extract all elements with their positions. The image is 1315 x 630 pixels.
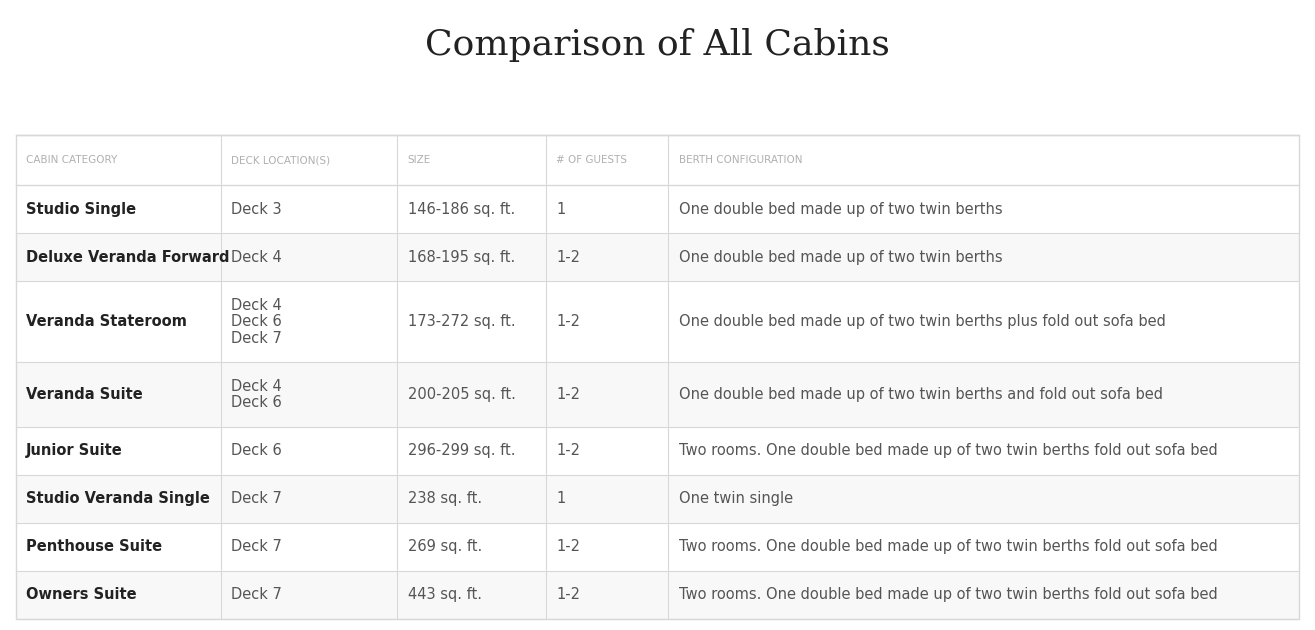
Text: 1-2: 1-2 xyxy=(556,587,580,602)
Text: BERTH CONFIGURATION: BERTH CONFIGURATION xyxy=(679,156,802,165)
Text: Deck 4: Deck 4 xyxy=(231,298,283,313)
Text: Deck 4: Deck 4 xyxy=(231,249,283,265)
Text: One double bed made up of two twin berths plus fold out sofa bed: One double bed made up of two twin berth… xyxy=(679,314,1165,329)
Text: Veranda Suite: Veranda Suite xyxy=(26,387,143,402)
Text: Deck 7: Deck 7 xyxy=(231,587,283,602)
Text: 1-2: 1-2 xyxy=(556,387,580,402)
Text: 146-186 sq. ft.: 146-186 sq. ft. xyxy=(408,202,515,217)
Text: Comparison of All Cabins: Comparison of All Cabins xyxy=(425,28,890,62)
Text: 238 sq. ft.: 238 sq. ft. xyxy=(408,491,481,506)
Text: 269 sq. ft.: 269 sq. ft. xyxy=(408,539,481,554)
Text: Studio Single: Studio Single xyxy=(26,202,137,217)
Text: Deck 6: Deck 6 xyxy=(231,443,283,458)
Text: Veranda Stateroom: Veranda Stateroom xyxy=(26,314,187,329)
Text: CABIN CATEGORY: CABIN CATEGORY xyxy=(26,156,117,165)
Text: One double bed made up of two twin berths and fold out sofa bed: One double bed made up of two twin berth… xyxy=(679,387,1162,402)
Text: Studio Veranda Single: Studio Veranda Single xyxy=(26,491,210,506)
Text: Owners Suite: Owners Suite xyxy=(26,587,137,602)
Text: 443 sq. ft.: 443 sq. ft. xyxy=(408,587,481,602)
Text: 173-272 sq. ft.: 173-272 sq. ft. xyxy=(408,314,515,329)
Text: 296-299 sq. ft.: 296-299 sq. ft. xyxy=(408,443,515,458)
Text: 1-2: 1-2 xyxy=(556,249,580,265)
Text: SIZE: SIZE xyxy=(408,156,431,165)
Text: Junior Suite: Junior Suite xyxy=(26,443,124,458)
Text: 1-2: 1-2 xyxy=(556,314,580,329)
Text: 168-195 sq. ft.: 168-195 sq. ft. xyxy=(408,249,515,265)
Text: DECK LOCATION(S): DECK LOCATION(S) xyxy=(231,156,330,165)
Text: 1: 1 xyxy=(556,491,565,506)
Text: One double bed made up of two twin berths: One double bed made up of two twin berth… xyxy=(679,202,1002,217)
Text: Deck 7: Deck 7 xyxy=(231,331,283,346)
Text: Deck 7: Deck 7 xyxy=(231,491,283,506)
Text: Two rooms. One double bed made up of two twin berths fold out sofa bed: Two rooms. One double bed made up of two… xyxy=(679,443,1218,458)
Text: Deluxe Veranda Forward: Deluxe Veranda Forward xyxy=(26,249,230,265)
Text: Deck 4: Deck 4 xyxy=(231,379,283,394)
Text: Deck 6: Deck 6 xyxy=(231,314,283,329)
Text: 200-205 sq. ft.: 200-205 sq. ft. xyxy=(408,387,515,402)
Text: Deck 6: Deck 6 xyxy=(231,395,283,410)
Text: Deck 3: Deck 3 xyxy=(231,202,281,217)
Text: One twin single: One twin single xyxy=(679,491,793,506)
Text: One double bed made up of two twin berths: One double bed made up of two twin berth… xyxy=(679,249,1002,265)
Text: Penthouse Suite: Penthouse Suite xyxy=(26,539,163,554)
Text: 1: 1 xyxy=(556,202,565,217)
Text: Two rooms. One double bed made up of two twin berths fold out sofa bed: Two rooms. One double bed made up of two… xyxy=(679,587,1218,602)
Text: Two rooms. One double bed made up of two twin berths fold out sofa bed: Two rooms. One double bed made up of two… xyxy=(679,539,1218,554)
Text: 1-2: 1-2 xyxy=(556,443,580,458)
Text: Deck 7: Deck 7 xyxy=(231,539,283,554)
Text: 1-2: 1-2 xyxy=(556,539,580,554)
Text: # OF GUESTS: # OF GUESTS xyxy=(556,156,627,165)
